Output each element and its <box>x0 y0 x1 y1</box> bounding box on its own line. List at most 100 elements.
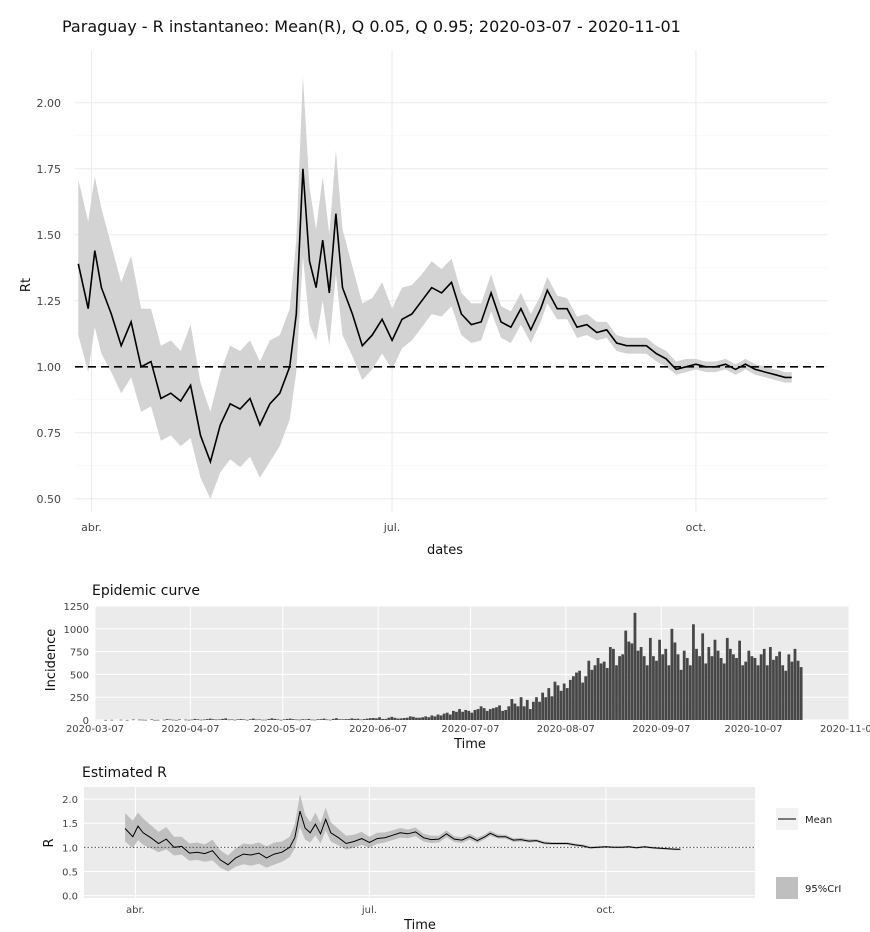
epicurve-bar <box>562 683 566 720</box>
epicurve-bar <box>436 714 440 720</box>
epicurve-bar <box>322 718 326 720</box>
epicurve-x-tick-label: 2020-03-07 <box>66 724 124 735</box>
epicurve-x-tick-label: 2020-09-07 <box>632 724 690 735</box>
epicurve-bar <box>741 665 745 720</box>
epicurve-bar <box>756 665 760 720</box>
main-chart-title: Paraguay - R instantaneo: Mean(R), Q 0.0… <box>62 17 681 36</box>
epicurve-bar <box>190 719 194 721</box>
epicurve-bar <box>381 718 384 720</box>
epicurve-bar <box>498 705 501 720</box>
epicurve-bar <box>439 715 443 720</box>
epicurve-bar <box>682 650 686 720</box>
epicurve-bar <box>378 717 381 720</box>
epicurve-bar <box>507 706 511 720</box>
epicurve-bar <box>356 718 360 720</box>
epicurve-bar <box>778 651 781 720</box>
epicurve-bar <box>184 719 188 721</box>
main-chart-y-tick-label: 0.50 <box>37 493 62 506</box>
epicurve-bar <box>719 657 723 720</box>
epicurve-x-ticks: 2020-03-07 2020-04-07 2020-05-07 2020-06-07… <box>66 724 870 735</box>
epicurve-bar <box>442 713 446 720</box>
epicurve-bar <box>679 669 683 720</box>
epicurve-bar <box>732 654 735 720</box>
epicurve-bar <box>479 706 483 720</box>
epicurve-bar <box>171 719 175 721</box>
epicurve-bar <box>236 719 240 720</box>
epicurve-bar <box>310 719 314 721</box>
epicurve-bar <box>421 717 424 720</box>
estimated-r-panel-background <box>84 787 755 898</box>
epicurve-bar <box>639 647 643 720</box>
main-chart-y-ticks: 0.50 0.75 1.00 1.25 1.50 1.75 2.00 <box>37 97 62 506</box>
epicurve-bar <box>688 665 692 720</box>
epicurve-bar <box>593 665 597 720</box>
epicurve-x-tick-label: 2020-10-07 <box>725 724 783 735</box>
epicurve-bar <box>667 665 671 720</box>
epicurve-bar <box>670 628 674 720</box>
epicurve-bar <box>605 668 609 720</box>
epicurve-bar <box>261 719 264 721</box>
epicurve-bar <box>168 719 172 721</box>
epicurve-bar <box>735 657 738 720</box>
epicurve-bar <box>153 719 157 721</box>
epicurve-bar <box>710 656 714 720</box>
epicurve-bar <box>211 719 215 720</box>
epicurve-bar <box>464 709 468 720</box>
epicurve-bar <box>501 710 505 720</box>
epicurve-bar <box>347 719 351 720</box>
epicurve-bar <box>418 717 421 720</box>
legend-credible-interval-swatch <box>776 877 798 899</box>
epicurve-bar <box>110 719 114 721</box>
epicurve-bar <box>264 719 268 721</box>
epicurve-bar <box>175 719 178 721</box>
main-chart-y-tick-label: 2.00 <box>37 97 62 110</box>
epicurve-bar <box>273 718 277 720</box>
epicurve-bar <box>335 718 338 720</box>
epicurve-x-tick-label: 2020-04-07 <box>161 724 219 735</box>
epicurve-bar <box>516 706 520 720</box>
epicurve-bar <box>208 718 212 720</box>
epicurve-bar <box>365 718 369 720</box>
epicurve-bar <box>371 717 375 720</box>
main-chart-x-axis-label: dates <box>427 543 463 558</box>
epicurve-bar <box>144 719 148 721</box>
main-chart-y-tick-label: 1.00 <box>37 361 62 374</box>
epicurve-bar <box>544 697 548 720</box>
epicurve-bar <box>765 665 769 720</box>
epicurve-bar <box>775 656 778 720</box>
epicurve-bar <box>319 719 323 720</box>
epicurve-bar <box>796 660 800 720</box>
epicurve-bar <box>738 640 741 720</box>
epicurve-bars <box>104 612 803 721</box>
epicurve-bar <box>695 648 698 720</box>
epicurve-bar <box>713 639 717 720</box>
epicurve-bar <box>624 630 628 720</box>
epicurve-bar <box>762 648 766 720</box>
epicurve-bar <box>242 719 246 721</box>
epicurve-bar <box>162 719 166 721</box>
epicurve-bar <box>673 642 677 720</box>
epicurve-bar <box>291 719 295 720</box>
epicurve-bar <box>448 714 452 720</box>
epicurve-bar <box>575 672 578 720</box>
legend-mean-label: Mean <box>805 815 832 826</box>
epicurve-bar <box>458 709 461 720</box>
epicurve-bar <box>218 719 221 721</box>
epicurve-bar <box>510 699 514 720</box>
epicurve-bar <box>344 719 348 720</box>
epicurve-bar <box>602 661 606 720</box>
epicurve-bar <box>759 654 763 720</box>
epicurve-bar <box>239 719 243 720</box>
epicurve-y-ticks: 0 250 500 750 1000 1250 <box>64 602 89 727</box>
epicurve-bar <box>350 718 354 720</box>
epicurve-y-tick-label: 250 <box>70 693 89 704</box>
epicurve-bar <box>230 719 234 721</box>
epicurve-bar <box>387 717 391 720</box>
epicurve-bar <box>165 719 169 720</box>
epicurve-bar <box>325 719 329 721</box>
epicurve-bar <box>199 719 203 721</box>
main-chart-credible-band <box>78 76 792 499</box>
epicurve-bar <box>359 719 363 721</box>
epicurve-bar <box>612 648 615 720</box>
